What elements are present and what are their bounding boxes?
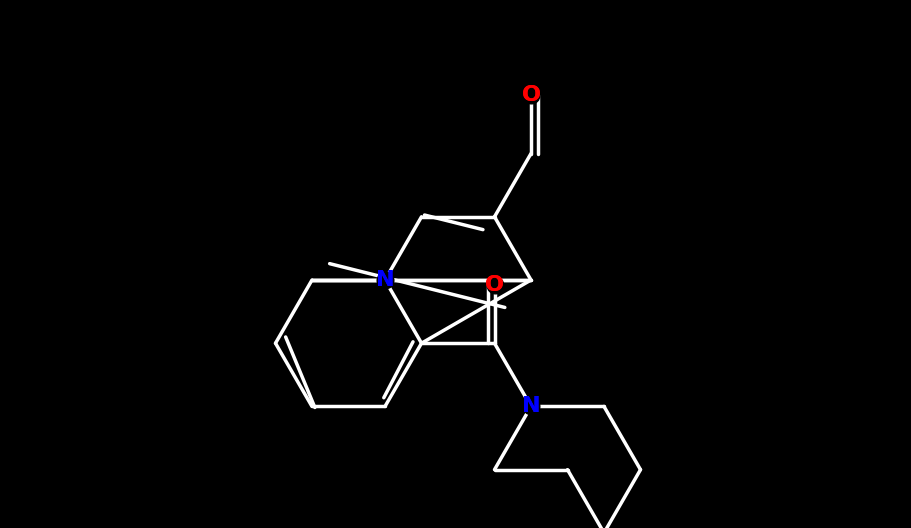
Text: N: N (522, 397, 540, 417)
Text: O: O (485, 275, 504, 295)
Text: O: O (521, 85, 540, 105)
Text: N: N (522, 397, 540, 417)
Text: N: N (375, 270, 394, 290)
Text: N: N (375, 270, 394, 290)
Text: O: O (521, 85, 540, 105)
Text: O: O (485, 275, 504, 295)
